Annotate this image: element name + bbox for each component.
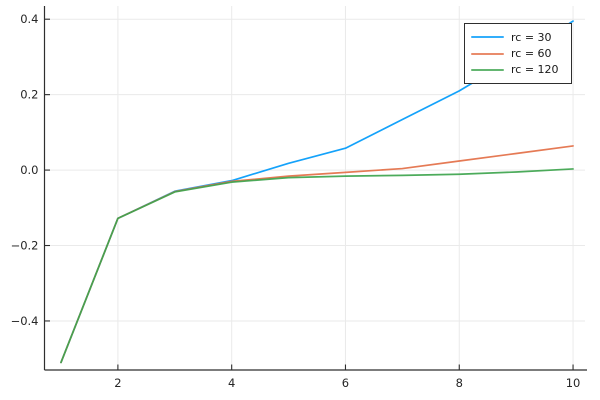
legend-label: rc = 120 [511, 63, 559, 77]
x-tick-label: 4 [228, 376, 235, 390]
legend: rc = 30 rc = 60 rc = 120 [464, 23, 572, 84]
y-tick-label: −0.4 [11, 314, 39, 328]
legend-entry: rc = 30 [471, 30, 565, 44]
legend-entry: rc = 60 [471, 47, 565, 61]
x-tick-label: 10 [566, 376, 581, 390]
y-tick-label: 0.2 [20, 88, 38, 102]
x-tick-label: 2 [114, 376, 121, 390]
x-tick-label: 8 [456, 376, 463, 390]
legend-label: rc = 60 [511, 47, 552, 60]
y-tick-label: 0.0 [20, 163, 38, 177]
y-tick-label: −0.2 [11, 239, 39, 253]
legend-label: rc = 30 [511, 30, 552, 44]
legend-line-sample [471, 52, 504, 55]
series-line-2 [60, 145, 574, 364]
y-tick-label: 0.4 [20, 12, 38, 26]
x-tick-label: 6 [342, 376, 349, 390]
legend-line-sample [471, 68, 504, 71]
legend-line-sample [471, 36, 504, 39]
legend-entry: rc = 120 [471, 63, 565, 77]
series-line-3 [60, 168, 574, 364]
